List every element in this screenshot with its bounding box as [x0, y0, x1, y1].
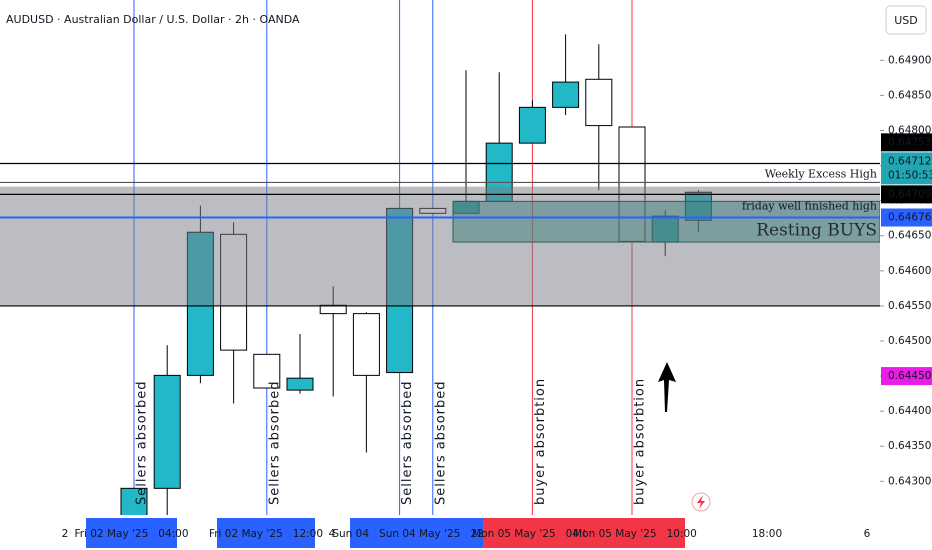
price-label-bg — [881, 185, 932, 204]
price-label-bg — [881, 133, 932, 152]
price-label: 0.64676 — [888, 212, 932, 224]
y-tick-label: 0.64900 — [888, 54, 931, 66]
candle-body — [352, 313, 380, 376]
time-label-bg — [350, 518, 483, 548]
y-tick-label: 0.64300 — [888, 475, 931, 487]
price-label: 0.64709 — [888, 188, 931, 200]
x-tick-label: Mon 05 May '25 04:00 — [472, 528, 596, 540]
x-tick-label: Mon 05 May '25 10:00 — [573, 528, 697, 540]
time-label-bg — [217, 518, 315, 548]
annotation: Resting BUYS — [756, 220, 877, 240]
price-label-bg — [881, 152, 932, 185]
price-label-bg — [881, 208, 932, 227]
candle-body — [518, 106, 546, 144]
x-tick-label: Fri 02 May '25 04:00 — [74, 528, 188, 540]
currency[interactable]: USD — [894, 14, 918, 27]
candle-body — [585, 78, 613, 127]
price-label: 0.64450 — [888, 370, 931, 382]
x-tick-label: 2 — [62, 528, 69, 540]
y-tick-label: 0.64500 — [888, 335, 931, 347]
time-label-bg — [585, 518, 685, 548]
x-tick-label: Sun 04 Sun 04 May '25 22:00 — [332, 528, 500, 540]
countdown: 01:50:53 — [888, 169, 932, 181]
currency-button[interactable] — [885, 5, 927, 35]
x-tick-label: Fri 02 May '25 12:00 — [209, 528, 323, 540]
arrow — [658, 362, 676, 412]
y-tick-label: 0.64350 — [888, 440, 931, 452]
candle-body — [286, 377, 314, 391]
y-tick-label: 0.64550 — [888, 300, 931, 312]
x-tick-label: 4 — [329, 528, 336, 540]
price-axis — [880, 0, 932, 515]
candle-body — [253, 353, 281, 389]
vertical-label: buyer absorbtion — [533, 378, 548, 505]
x-tick-label: 18:00 — [752, 528, 782, 540]
y-tick-label: 0.64400 — [888, 405, 931, 417]
vertical-label: Sellers absorbed — [433, 380, 448, 505]
y-tick-label: 0.64600 — [888, 265, 931, 277]
vertical-label: Sellers absorbed — [267, 380, 282, 505]
alert-bolt — [697, 495, 705, 509]
vertical-label: buyer absorbtion — [633, 378, 648, 505]
chart-title: AUDUSD · Australian Dollar / U.S. Dollar… — [6, 13, 300, 26]
zone — [452, 200, 881, 243]
candle-body — [120, 487, 148, 517]
candle-body — [552, 81, 580, 108]
time-label-bg — [483, 518, 585, 548]
x-tick-label: 6 — [864, 528, 871, 540]
y-tick-label: 0.64850 — [888, 89, 931, 101]
plot: Weekly Excess High friday well finished h… — [0, 0, 881, 517]
price-label-bg — [881, 367, 932, 386]
price-label: 0.64753 — [888, 136, 931, 148]
y-tick-label: 0.64650 — [888, 230, 931, 242]
vertical-label: Sellers absorbed — [400, 380, 415, 505]
vertical-label: Sellers absorbed — [135, 380, 150, 505]
annotation: friday well finished high — [742, 199, 877, 212]
annotation: Weekly Excess High — [765, 168, 877, 181]
candle-body — [153, 374, 181, 489]
time-label-bg — [86, 518, 177, 548]
price-label: 0.64712 — [888, 155, 931, 167]
